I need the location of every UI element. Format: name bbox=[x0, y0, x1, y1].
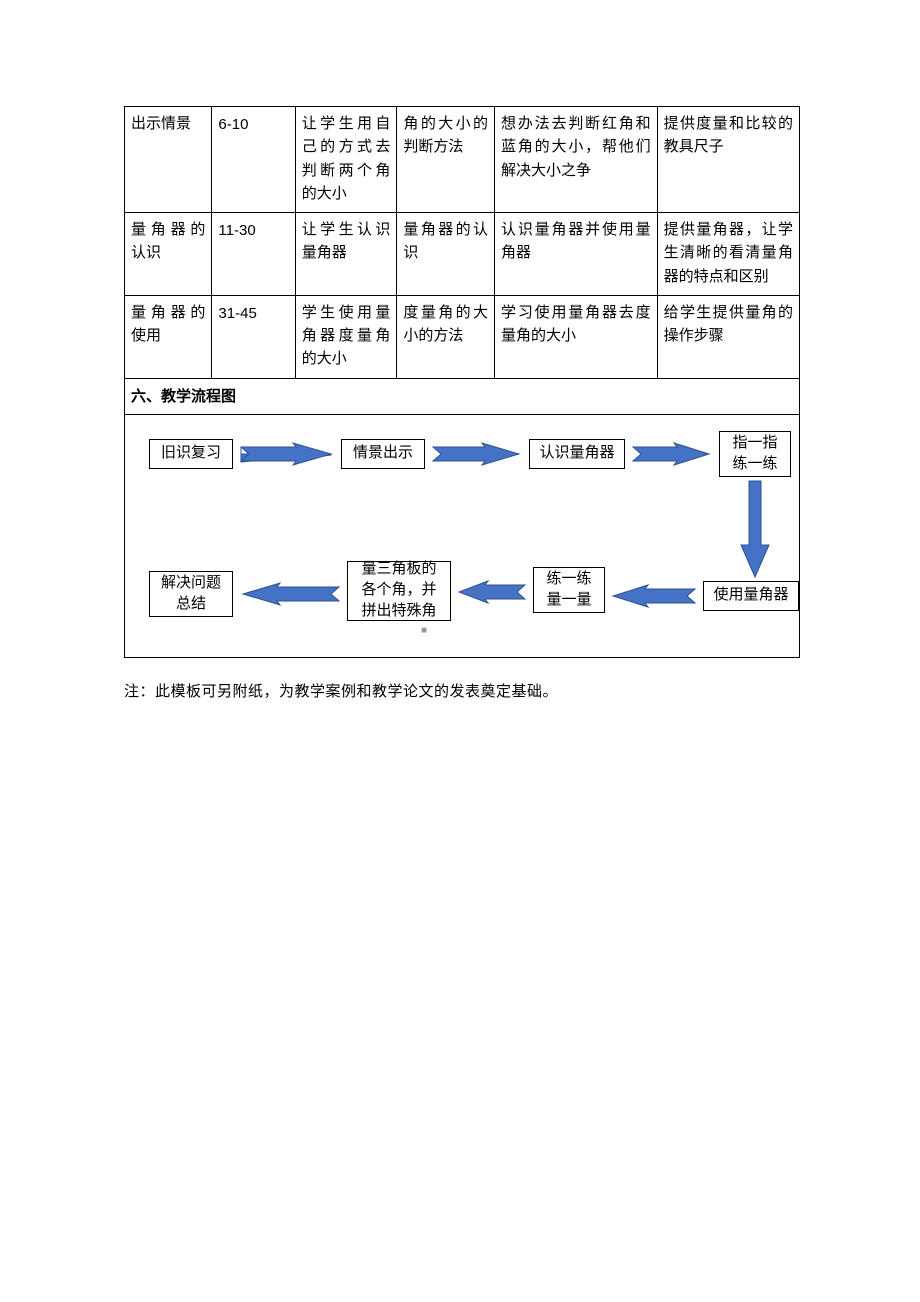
heading-row: 六、教学流程图 bbox=[125, 378, 800, 414]
cell: 量角器的认识 bbox=[125, 213, 212, 296]
arrow-right-icon bbox=[241, 443, 331, 465]
placeholder-mark-icon: ■ bbox=[421, 623, 427, 639]
flowchart-cell: 旧识复习 情景出示 认识量角器 指一指练一练 使用量角器 练一练量一量 量三角板… bbox=[125, 414, 800, 657]
table-row: 出示情景 6-10 让学生用自己的方式去判断两个角的大小 角的大小的判断方法 想… bbox=[125, 107, 800, 213]
cell: 量角器的认识 bbox=[397, 213, 495, 296]
cell: 认识量角器并使用量角器 bbox=[495, 213, 658, 296]
arrow-left-icon bbox=[459, 581, 525, 603]
flow-node-practice-measure: 练一练量一量 bbox=[533, 567, 605, 613]
arrow-right-icon bbox=[633, 443, 709, 465]
arrow-left-icon bbox=[613, 585, 695, 607]
cell: 6-10 bbox=[212, 107, 295, 213]
cell: 出示情景 bbox=[125, 107, 212, 213]
arrow-right-icon bbox=[433, 443, 519, 465]
cell: 度量角的大小的方法 bbox=[397, 295, 495, 378]
footnote: 注：此模板可另附纸，为教学案例和教学论文的发表奠定基础。 bbox=[124, 680, 800, 701]
table-row: 量角器的使用 31-45 学生使用量角器度量角的大小 度量角的大小的方法 学习使… bbox=[125, 295, 800, 378]
cell: 角的大小的判断方法 bbox=[397, 107, 495, 213]
page: 出示情景 6-10 让学生用自己的方式去判断两个角的大小 角的大小的判断方法 想… bbox=[0, 0, 920, 1302]
lesson-table: 出示情景 6-10 让学生用自己的方式去判断两个角的大小 角的大小的判断方法 想… bbox=[124, 106, 800, 658]
flowchart-row: 旧识复习 情景出示 认识量角器 指一指练一练 使用量角器 练一练量一量 量三角板… bbox=[125, 414, 800, 657]
cell: 让学生认识量角器 bbox=[295, 213, 397, 296]
flow-node-triangle: 量三角板的各个角，并拼出特殊角 bbox=[347, 561, 451, 621]
flow-node-recognize: 认识量角器 bbox=[529, 439, 625, 469]
cell: 提供量角器，让学生清晰的看清量角器的特点和区别 bbox=[657, 213, 799, 296]
flow-node-point-practice: 指一指练一练 bbox=[719, 431, 791, 477]
cell: 给学生提供量角的操作步骤 bbox=[657, 295, 799, 378]
arrow-down-icon bbox=[741, 481, 769, 577]
arrow-left-icon bbox=[243, 583, 339, 605]
cell: 31-45 bbox=[212, 295, 295, 378]
flow-node-scene: 情景出示 bbox=[341, 439, 425, 469]
cell: 11-30 bbox=[212, 213, 295, 296]
cell: 让学生用自己的方式去判断两个角的大小 bbox=[295, 107, 397, 213]
table-row: 量角器的认识 11-30 让学生认识量角器 量角器的认识 认识量角器并使用量角器… bbox=[125, 213, 800, 296]
cell: 量角器的使用 bbox=[125, 295, 212, 378]
flow-node-summary: 解决问题总结 bbox=[149, 571, 233, 617]
flowchart: 旧识复习 情景出示 认识量角器 指一指练一练 使用量角器 练一练量一量 量三角板… bbox=[131, 421, 793, 651]
cell: 提供度量和比较的教具尺子 bbox=[657, 107, 799, 213]
section-heading: 六、教学流程图 bbox=[125, 378, 800, 414]
cell: 学习使用量角器去度量角的大小 bbox=[495, 295, 658, 378]
flow-node-review: 旧识复习 bbox=[149, 439, 233, 469]
cell: 学生使用量角器度量角的大小 bbox=[295, 295, 397, 378]
cell: 想办法去判断红角和蓝角的大小，帮他们解决大小之争 bbox=[495, 107, 658, 213]
flow-node-use: 使用量角器 bbox=[703, 581, 799, 611]
